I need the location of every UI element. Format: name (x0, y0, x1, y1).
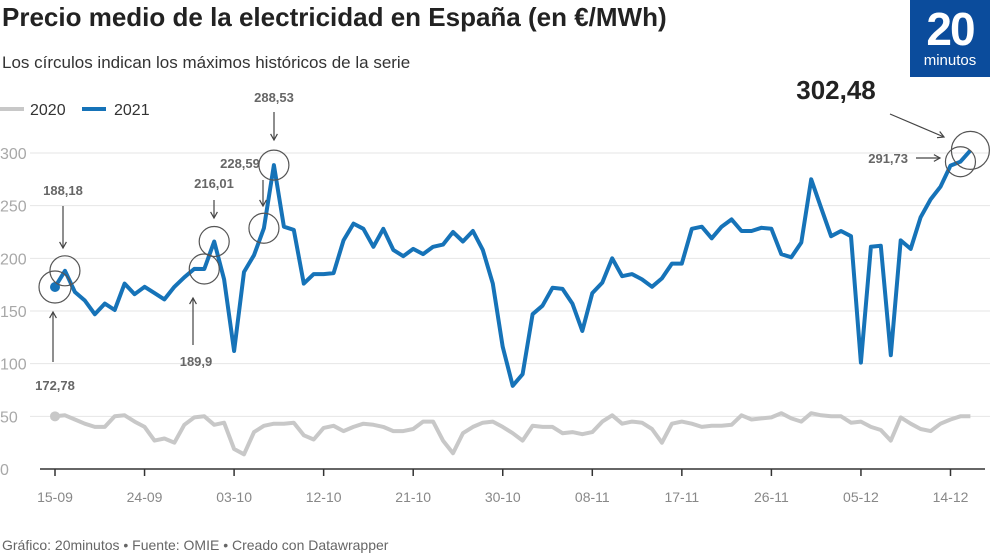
series-start-dot-2021 (50, 282, 60, 293)
annotation-label: 302,48 (796, 75, 876, 105)
highlight-circle (950, 130, 990, 170)
series-line-2020 (54, 411, 971, 457)
highlight-circle (258, 149, 290, 181)
logo-word: minutos (923, 52, 977, 69)
y-tick-label: 300 (0, 146, 27, 163)
annotation-arrow (889, 113, 945, 138)
y-tick-label: 50 (0, 409, 18, 426)
y-tick-label: 0 (0, 462, 9, 479)
arrowhead-icon (259, 199, 267, 208)
logo-number: 20 (926, 3, 975, 55)
x-tick-label: 26-11 (754, 489, 789, 505)
annotation-label: 288,53 (254, 90, 294, 105)
arrowhead-icon (933, 154, 942, 162)
y-tick-label: 250 (0, 199, 27, 216)
series-line-2021 (53, 149, 972, 388)
series-start-dot-2020 (50, 411, 60, 422)
annotation-label: 189,9 (180, 354, 213, 369)
y-tick-label: 100 (0, 357, 27, 374)
chart-subtitle: Los círculos indican los máximos históri… (2, 53, 411, 72)
annotation-label: 188,18 (43, 183, 83, 198)
x-tick-label: 08-11 (575, 489, 610, 505)
logo: 20 minutos (910, 0, 990, 77)
x-tick-label: 17-11 (664, 489, 699, 505)
arrowhead-icon (49, 310, 57, 319)
footer-credits: Gráfico: 20minutos • Fuente: OMIE • Crea… (2, 537, 389, 553)
highlight-circle (198, 225, 230, 258)
chart-title: Precio medio de la electricidad en Españ… (2, 2, 667, 32)
annotation-label: 291,73 (868, 151, 908, 166)
x-tick-label: 24-09 (127, 489, 163, 505)
x-tick-label: 21-10 (395, 489, 431, 505)
x-tick-label: 12-10 (306, 489, 342, 505)
arrowhead-icon (210, 211, 218, 220)
arrowhead-icon (270, 133, 278, 142)
annotation-label: 228,59 (220, 156, 260, 171)
highlight-circle (944, 146, 977, 178)
highlight-circle (188, 253, 220, 285)
legend-label-2021: 2021 (114, 102, 150, 119)
x-tick-label: 14-12 (933, 489, 969, 505)
legend-label-2020: 2020 (30, 102, 66, 119)
annotation-label: 172,78 (35, 378, 75, 393)
annotation-label: 216,01 (194, 176, 234, 191)
highlight-circle (49, 255, 81, 287)
x-tick-label: 30-10 (485, 489, 521, 505)
x-tick-label: 15-09 (37, 489, 73, 505)
arrowhead-icon (936, 131, 946, 139)
x-tick-label: 05-12 (843, 489, 879, 505)
y-tick-label: 200 (0, 251, 27, 268)
highlight-circle (248, 212, 280, 244)
highlight-circle (38, 270, 72, 304)
arrowhead-icon (59, 241, 67, 250)
x-tick-label: 03-10 (216, 489, 252, 505)
arrowhead-icon (189, 296, 197, 305)
y-tick-label: 150 (0, 304, 27, 321)
